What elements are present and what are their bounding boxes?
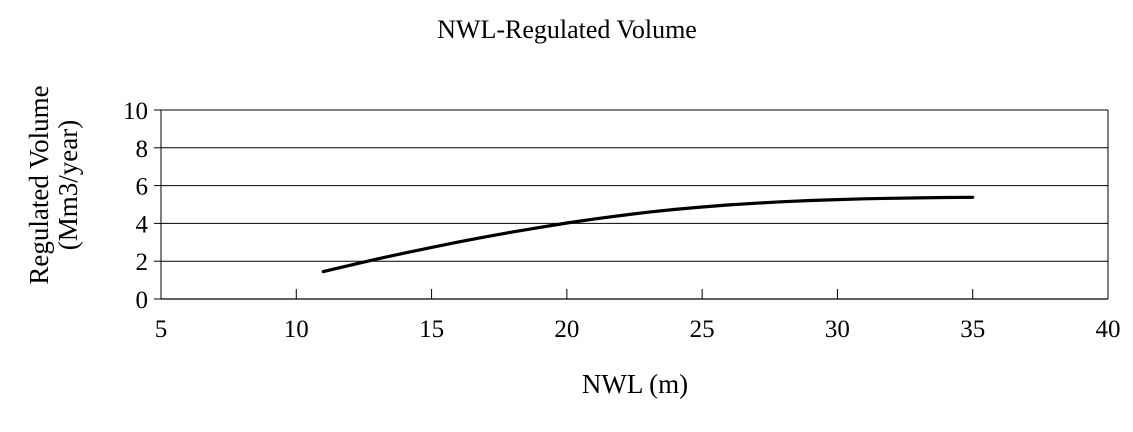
- x-tick-label: 40: [1096, 316, 1121, 343]
- series-line-0: [321, 195, 975, 274]
- x-tick-label: 10: [284, 316, 309, 343]
- y-tick-label: 10: [123, 98, 148, 125]
- y-tick-label: 2: [136, 249, 149, 276]
- y-tick-label: 4: [136, 211, 149, 238]
- x-axis-label: NWL (m): [582, 369, 688, 399]
- grid: [161, 109, 1108, 300]
- x-tick-labels: 5 10 15 20 25 30 35 40: [155, 316, 1121, 343]
- y-axis-label-line2: (Mm3/year): [53, 120, 83, 250]
- x-tick-label: 20: [554, 316, 579, 343]
- series-layer: [321, 195, 975, 274]
- y-tick-label: 8: [136, 136, 149, 163]
- axes: [154, 109, 1109, 300]
- chart-title: NWL-Regulated Volume: [437, 15, 697, 44]
- y-tick-label: 0: [136, 287, 149, 314]
- x-tick-label: 25: [690, 316, 715, 343]
- x-tick-label: 35: [960, 316, 985, 343]
- x-tick-label: 5: [155, 316, 168, 343]
- y-tick-label: 6: [136, 174, 149, 201]
- x-tick-label: 15: [419, 316, 444, 343]
- y-axis-label-line1: Regulated Volume: [24, 85, 54, 284]
- x-tick-label: 30: [825, 316, 850, 343]
- y-tick-labels: 0 2 4 6 8 10: [123, 98, 149, 314]
